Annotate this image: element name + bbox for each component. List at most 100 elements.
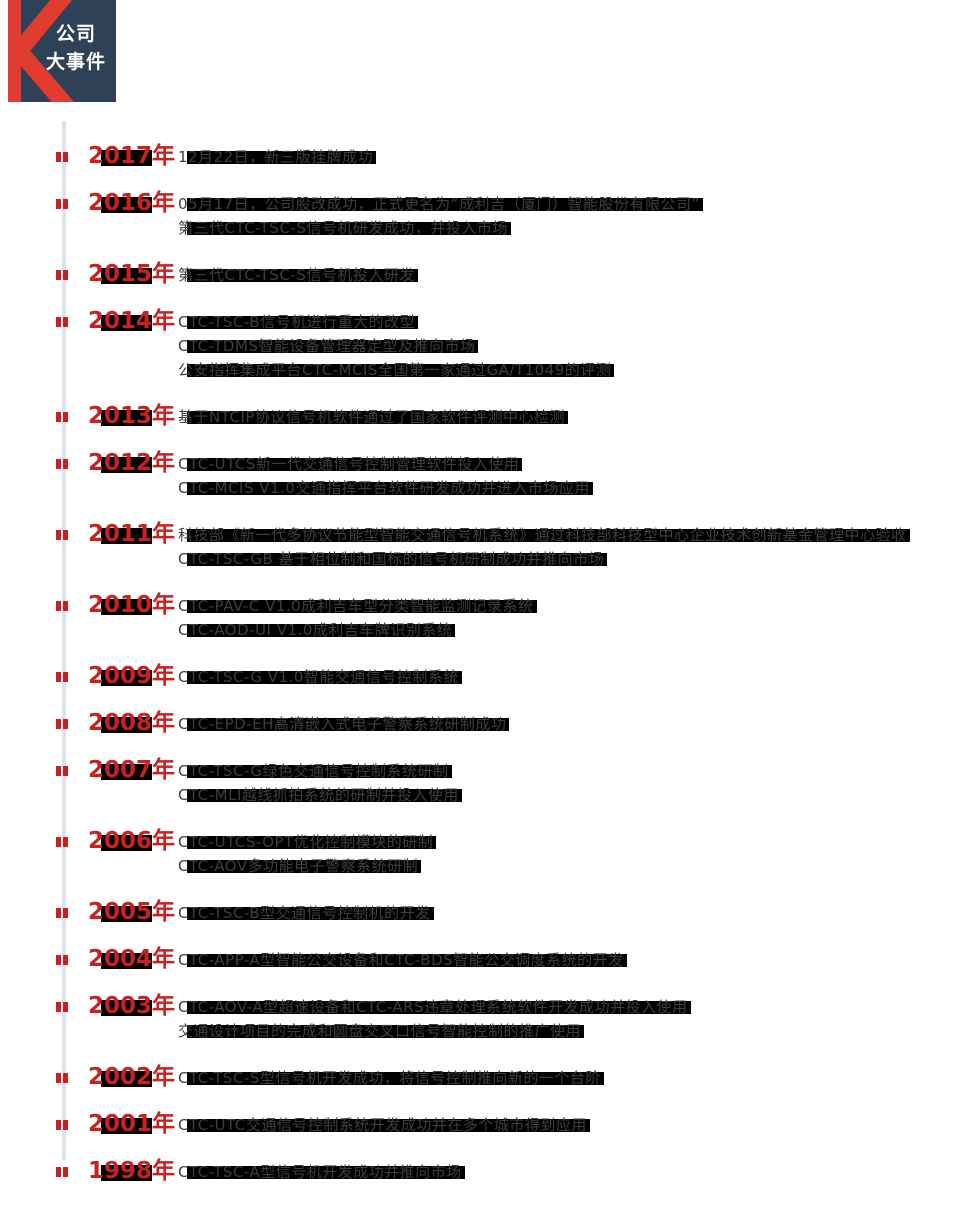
milestone-marker-icon [56,152,68,162]
event-line: CTC-TSC-G V1.0智能交通信号控制系统 [178,665,960,689]
event-text: CTC-TSC-B型交通信号控制机的开发 [178,902,434,925]
page-title: 公司 大事件 [38,20,114,76]
event-line: CTC-TSC-G绿色交通信号控制系统研制 [178,759,960,783]
event-lines: CTC-EPD-EH高清嵌入式电子警察系统研制成功 [178,712,960,736]
event-text: 交通设计项目的完成和圆盘交叉口信号智能控制的推广使用 [178,1020,585,1043]
event-lines: CTC-UTCS新一代交通信号控制管理软件投入使用 CTC-MCIS V1.0交通… [178,452,960,500]
event-lines: CTC-TSC-S型信号机开发成功，将信号控制推向新的一个台阶 [178,1066,960,1090]
year-label: 2010年 [88,594,178,617]
event-text: 第三代CTC-TSC-S信号机研发成功，并投入市场 [178,217,511,240]
milestone-marker-icon [56,766,68,776]
page-title-line2: 大事件 [45,51,106,73]
timeline-entry: 2007年 CTC-TSC-G绿色交通信号控制系统研制 CTC-MLI越线抓拍系统… [0,759,960,807]
event-line: CTC-AOV-A型超速设备和CTC-ARS违章处理系统软件开发成功并投入使用 [178,995,960,1019]
event-line: CTC-UTCS-OPT优化控制模块的研制 [178,830,960,854]
milestone-marker-icon [56,459,68,469]
event-text: CTC-AOD-UI V1.0成利吉车牌识别系统 [178,619,456,642]
event-text: CTC-TSC-G V1.0智能交通信号控制系统 [178,666,462,689]
event-line: CTC-MCIS V1.0交通指挥平台软件研发成功并进入市场应用 [178,476,960,500]
event-line: 科技部《新一代多协议节能型智能交通信号机系统》通过科技部科技型中心企业技术创新基… [178,523,960,547]
year-label: 2011年 [88,523,178,546]
timeline-entry: 2016年 05月17日，公司股改成功，正式更名为“成利吉（厦门）智能股份有限公… [0,192,960,240]
event-text: CTC-PAV-C V1.0成利吉车型分类智能监测记录系统 [178,595,537,618]
milestone-marker-icon [56,955,68,965]
event-text: CTC-AOV多功能电子警察系统研制 [178,855,422,878]
timeline-entry: 2013年 基于NTCIP协议信号机软件通过了国家软件评测中心检测 [0,405,960,429]
event-line: CTC-APP-A型智能公交设备和CTC-BDS智能公交调度系统的开发 [178,948,960,972]
milestone-marker-icon [56,1167,68,1177]
timeline-entry: 2014年 CTC-TSC-B信号机进行重大的改型 CTC-TDMS智能设备管理器… [0,310,960,382]
event-text: 科技部《新一代多协议节能型智能交通信号机系统》通过科技部科技型中心企业技术创新基… [178,524,910,547]
timeline-entry: 2009年 CTC-TSC-G V1.0智能交通信号控制系统 [0,665,960,689]
event-text: CTC-UTCS新一代交通信号控制管理软件投入使用 [178,453,523,476]
milestone-marker-icon [56,837,68,847]
year-label: 2007年 [88,759,178,782]
event-lines: CTC-UTCS-OPT优化控制模块的研制 CTC-AOV多功能电子警察系统研制 [178,830,960,878]
event-line: 第三代CTC-TSC-S信号机投入研发 [178,263,960,287]
milestone-marker-icon [56,601,68,611]
event-line: 第三代CTC-TSC-S信号机研发成功，并投入市场 [178,216,960,240]
year-label: 2001年 [88,1113,178,1136]
event-text: CTC-EPD-EH高清嵌入式电子警察系统研制成功 [178,713,510,736]
milestone-marker-icon [56,530,68,540]
event-text: CTC-TSC-GB 基于相位制和国标的信号机研制成功并推向市场 [178,548,608,571]
timeline-entry: 2010年 CTC-PAV-C V1.0成利吉车型分类智能监测记录系统 CTC-A… [0,594,960,642]
milestone-marker-icon [56,1073,68,1083]
milestone-marker-icon [56,270,68,280]
event-text: CTC-APP-A型智能公交设备和CTC-BDS智能公交调度系统的开发 [178,949,627,972]
milestone-marker-icon [56,719,68,729]
event-line: CTC-TSC-S型信号机开发成功，将信号控制推向新的一个台阶 [178,1066,960,1090]
timeline-entry: 2015年 第三代CTC-TSC-S信号机投入研发 [0,263,960,287]
timeline-entry: 2011年 科技部《新一代多协议节能型智能交通信号机系统》通过科技部科技型中心企… [0,523,960,571]
year-label: 1998年 [88,1160,178,1183]
event-text: 05月17日，公司股改成功，正式更名为“成利吉（厦门）智能股份有限公司” [178,193,703,216]
event-lines: 科技部《新一代多协议节能型智能交通信号机系统》通过科技部科技型中心企业技术创新基… [178,523,960,571]
event-lines: 05月17日，公司股改成功，正式更名为“成利吉（厦门）智能股份有限公司” 第三代C… [178,192,960,240]
timeline-entry: 2001年 CTC-UTC交通信号控制系统开发成功并在多个城市得到应用 [0,1113,960,1137]
event-text: CTC-UTCS-OPT优化控制模块的研制 [178,831,437,854]
event-line: CTC-TSC-GB 基于相位制和国标的信号机研制成功并推向市场 [178,547,960,571]
year-label: 2017年 [88,145,178,168]
timeline-entry: 2006年 CTC-UTCS-OPT优化控制模块的研制 CTC-AOV多功能电子警… [0,830,960,878]
event-text: CTC-TSC-B信号机进行重大的改型 [178,311,419,334]
event-text: 第三代CTC-TSC-S信号机投入研发 [178,264,418,287]
event-line: CTC-PAV-C V1.0成利吉车型分类智能监测记录系统 [178,594,960,618]
event-text: CTC-TSC-A型信号机开发成功并推向市场 [178,1161,465,1184]
event-line: 12月22日，新三版挂牌成功 [178,145,960,169]
event-line: CTC-MLI越线抓拍系统的研制并投入使用 [178,783,960,807]
event-line: CTC-AOD-UI V1.0成利吉车牌识别系统 [178,618,960,642]
event-line: CTC-AOV多功能电子警察系统研制 [178,854,960,878]
event-text: 基于NTCIP协议信号机软件通过了国家软件评测中心检测 [178,406,568,429]
milestone-marker-icon [56,317,68,327]
event-line: 05月17日，公司股改成功，正式更名为“成利吉（厦门）智能股份有限公司” [178,192,960,216]
event-text: 12月22日，新三版挂牌成功 [178,146,377,169]
event-lines: 基于NTCIP协议信号机软件通过了国家软件评测中心检测 [178,405,960,429]
event-line: CTC-EPD-EH高清嵌入式电子警察系统研制成功 [178,712,960,736]
timeline-entry: 1998年 CTC-TSC-A型信号机开发成功并推向市场 [0,1160,960,1184]
timeline-entries: 2017年 12月22日，新三版挂牌成功 2016年 05月17日，公司股改成功… [0,145,960,1207]
event-text: CTC-MLI越线抓拍系统的研制并投入使用 [178,784,462,807]
event-lines: CTC-UTC交通信号控制系统开发成功并在多个城市得到应用 [178,1113,960,1137]
year-label: 2008年 [88,712,178,735]
event-line: CTC-TSC-B信号机进行重大的改型 [178,310,960,334]
event-line: CTC-TDMS智能设备管理器定型及推向市场 [178,334,960,358]
event-lines: CTC-TSC-A型信号机开发成功并推向市场 [178,1160,960,1184]
k-logo-icon [8,0,75,102]
year-label: 2002年 [88,1066,178,1089]
event-line: CTC-TSC-A型信号机开发成功并推向市场 [178,1160,960,1184]
event-text: CTC-UTC交通信号控制系统开发成功并在多个城市得到应用 [178,1114,590,1137]
event-line: CTC-TSC-B型交通信号控制机的开发 [178,901,960,925]
event-line: 基于NTCIP协议信号机软件通过了国家软件评测中心检测 [178,405,960,429]
milestone-marker-icon [56,1002,68,1012]
event-line: CTC-UTCS新一代交通信号控制管理软件投入使用 [178,452,960,476]
milestone-marker-icon [56,672,68,682]
milestone-marker-icon [56,412,68,422]
event-lines: CTC-TSC-G绿色交通信号控制系统研制 CTC-MLI越线抓拍系统的研制并投入… [178,759,960,807]
event-lines: CTC-PAV-C V1.0成利吉车型分类智能监测记录系统 CTC-AOD-UI … [178,594,960,642]
event-lines: 第三代CTC-TSC-S信号机投入研发 [178,263,960,287]
year-label: 2005年 [88,901,178,924]
year-label: 2006年 [88,830,178,853]
event-line: CTC-UTC交通信号控制系统开发成功并在多个城市得到应用 [178,1113,960,1137]
event-text: CTC-TSC-G绿色交通信号控制系统研制 [178,760,452,783]
page-title-line1: 公司 [55,23,96,45]
